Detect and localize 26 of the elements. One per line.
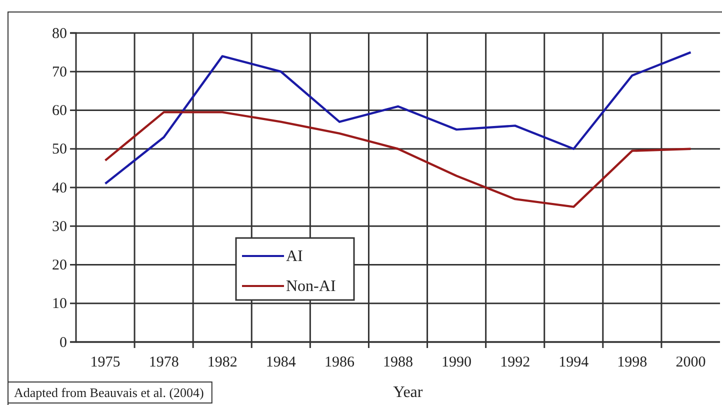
x-tick-label: 1986 [324, 354, 355, 371]
x-tick-label: 1998 [617, 354, 648, 371]
y-tick-label: 40 [52, 180, 67, 196]
y-tick-label: 80 [52, 26, 67, 42]
y-tick-label: 70 [52, 64, 67, 80]
legend-label: Non-AI [286, 278, 336, 295]
text: Adapted from Beauvais et al. (2004) [14, 385, 204, 400]
y-tick-label: 0 [60, 334, 67, 351]
y-tick-label: 60 [52, 103, 67, 120]
x-axis-title: Year [393, 384, 424, 401]
x-tick-label: 2000 [676, 354, 706, 371]
x-tick-label: 1992 [500, 354, 530, 371]
x-tick-label: 1975 [90, 354, 120, 371]
x-tick-label: 1988 [383, 354, 413, 371]
x-tick-label: 1984 [266, 354, 296, 371]
y-tick-label: 20 [52, 258, 67, 274]
y-tick-label: 50 [52, 142, 67, 158]
y-tick-label: 30 [52, 218, 67, 235]
line-series [104, 111, 692, 208]
x-tick-label: 1994 [558, 354, 590, 371]
line-series [104, 51, 692, 185]
x-tick-label: 1978 [148, 354, 179, 371]
x-tick-label: 1982 [207, 354, 238, 371]
legend-label: AI [286, 248, 303, 265]
x-tick-label: 1990 [442, 354, 472, 371]
y-tick-label: 10 [52, 296, 67, 312]
